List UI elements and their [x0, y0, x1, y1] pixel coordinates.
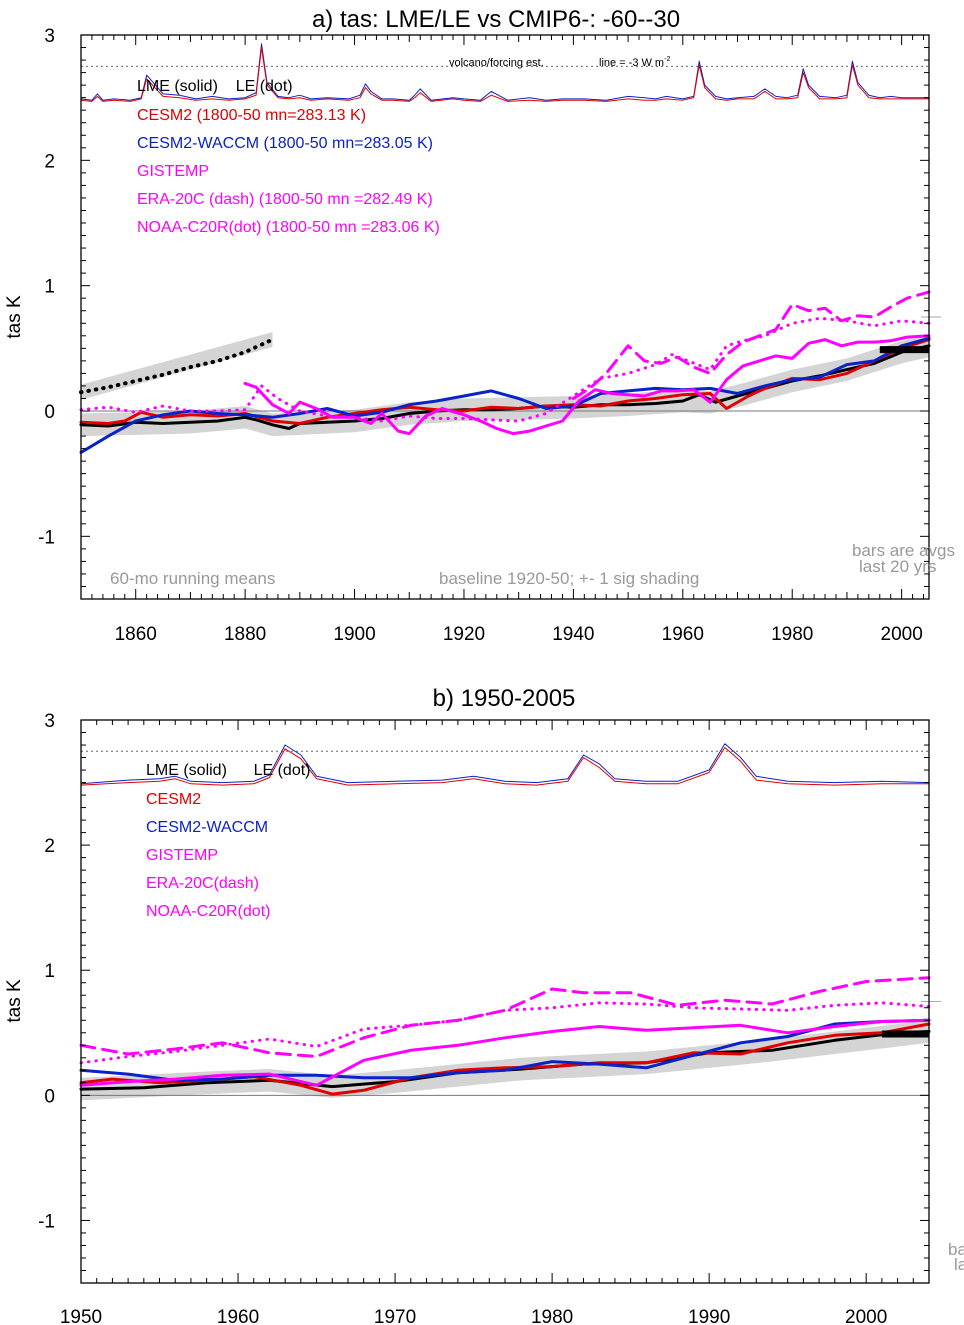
series-lme-volcano: [80, 743, 930, 785]
bars-note-1: bars are avgs: [852, 541, 955, 560]
legend-noaa-c20r: NOAA-C20R(dot): [146, 903, 270, 920]
y-tick-label: 0: [44, 402, 55, 423]
legend-cesm2-waccm: CESM2-WACCM: [146, 819, 268, 836]
y-tick-label: 2: [44, 151, 55, 172]
legend-lme-le: LME (solid) LE (dot): [146, 762, 311, 779]
y-tick-label: -1: [38, 527, 55, 548]
x-tick-label: 1980: [531, 1307, 573, 1325]
series-le-dot-: [79, 337, 275, 395]
series-cesm2-volcano: [80, 747, 930, 786]
panel-a-ylabel: tas K: [4, 295, 25, 339]
axes-frame: [80, 719, 930, 1284]
le-sigma-shading: [81, 332, 273, 400]
bars-note-2: la: [954, 1255, 964, 1274]
axes-frame: [80, 34, 930, 600]
y-tick-label: 0: [44, 1086, 55, 1107]
series-era-20c: [571, 290, 931, 400]
plot-area: -1 0 1 2 3 1860 1880 1900 1920 1940 1960 1980 2000: [38, 26, 941, 645]
series-lme-volcano: [80, 43, 930, 101]
x-tick-label: 1970: [374, 1307, 416, 1325]
y-tick-label: 1: [44, 961, 55, 982]
y-tick-label: 3: [44, 26, 55, 47]
series-gistemp: [79, 1018, 931, 1087]
bars-note-1: ba: [948, 1240, 964, 1259]
x-tick-label: 1900: [333, 624, 375, 645]
x-tick-label: 2000: [881, 624, 923, 645]
y-tick-label: 1: [44, 277, 55, 298]
x-tick-label: 1950: [60, 1307, 102, 1325]
bars-note-2: last 20 yrs: [859, 557, 936, 576]
series-lme-solid-: [79, 1030, 931, 1091]
legend-era20c: ERA-20C (dash) (1800-50 mn =282.49 K): [137, 191, 433, 208]
panel-b-legend: LME (solid) LE (dot) CESM2 CESM2-WACCM G…: [146, 762, 311, 920]
panel-b-title: b) 1950-2005: [433, 685, 576, 712]
series-cesm2-waccm: [79, 1018, 931, 1082]
panel-a-title: a) tas: LME/LE vs CMIP6-: -60--30: [312, 6, 680, 33]
legend-cesm2: CESM2 (1800-50 mn=283.13 K): [137, 107, 366, 124]
legend-lme-le: LME (solid) LE (dot): [137, 78, 293, 95]
running-mean-note: 60-mo running means: [110, 569, 275, 588]
y-tick-label: 2: [44, 836, 55, 857]
panel-b-ylabel: tas K: [4, 979, 25, 1023]
y-tick-label: 3: [44, 711, 55, 732]
series-noaa-c20r: [79, 316, 931, 423]
legend-era20c: ERA-20C(dash): [146, 875, 259, 892]
x-tick-label: 1960: [217, 1307, 259, 1325]
x-tick-label: 1980: [771, 624, 813, 645]
x-tick-label: 1920: [443, 624, 485, 645]
y-tick-label: -1: [38, 1211, 55, 1232]
x-tick-label: 1990: [688, 1307, 730, 1325]
series-noaa-c20r-dot-: [79, 1001, 931, 1065]
volcano-line-label: line = -3 W m-2: [599, 56, 670, 69]
series-era-20c-dash-: [79, 976, 931, 1058]
legend-gistemp: GISTEMP: [137, 163, 209, 180]
baseline-note: baseline 1920-50; +- 1 sig shading: [439, 569, 699, 588]
panel-a: -1 0 1 2 3 1860 1880 1900 1920 1940 1960 1980 2000 a…: [4, 6, 955, 645]
x-tick-label: 1880: [224, 624, 266, 645]
x-tick-label: 1960: [662, 624, 704, 645]
x-tick-label: 1860: [115, 624, 157, 645]
panel-b: -1 0 1 2 3 1950 1960 1970 1980 1990 2000 b) 1950-2…: [4, 685, 964, 1325]
series-gistemp: [243, 334, 931, 436]
legend-cesm2-waccm: CESM2-WACCM (1800-50 mn=283.05 K): [137, 135, 433, 152]
series-cesm2-volcano: [80, 47, 930, 102]
legend-cesm2: CESM2: [146, 791, 201, 808]
volcano-label: volcano/forcing est.: [449, 57, 544, 69]
x-tick-label: 2000: [845, 1307, 887, 1325]
legend-gistemp: GISTEMP: [146, 847, 218, 864]
plot-area: -1 0 1 2 3 1950 1960 1970 1980 1990 2000: [38, 711, 941, 1325]
legend-noaa-c20r: NOAA-C20R(dot) (1800-50 mn =283.06 K): [137, 219, 440, 236]
panel-a-legend: LME (solid) LE (dot) CESM2 (1800-50 mn=2…: [137, 78, 440, 236]
x-tick-label: 1940: [552, 624, 594, 645]
series-cesm2-waccm: [79, 336, 931, 454]
